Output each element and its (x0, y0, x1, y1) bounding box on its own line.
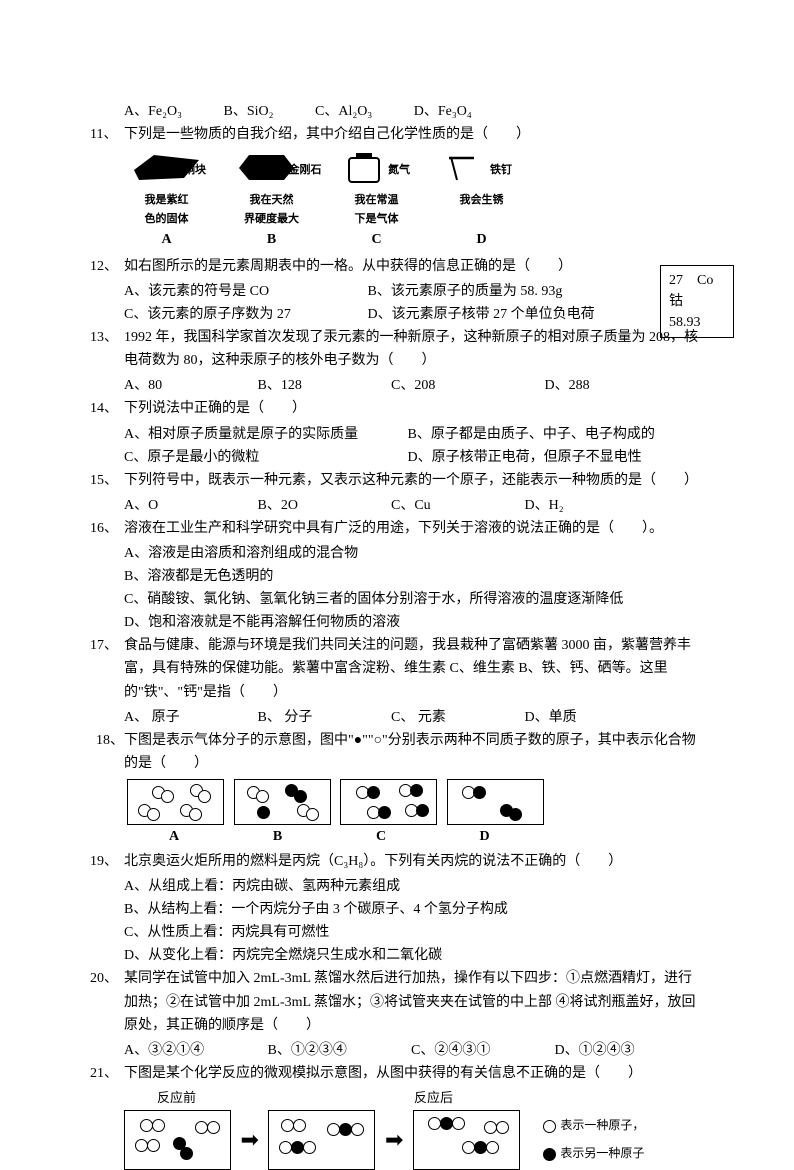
legend: 表示一种原子， 表示另一种原子 (543, 1116, 644, 1164)
q18: 18、 下图是表示气体分子的示意图，图中"●""○"分别表示两种不同质子数的原子… (90, 729, 704, 775)
q11-item-a: 铜块 我是紫红 色的固体 A (124, 150, 209, 251)
q12: 12、 如右图所示的是元素周期表中的一格。从中获得的信息正确的是（ ） (90, 255, 704, 278)
question-text: 下图是表示气体分子的示意图，图中"●""○"分别表示两种不同质子数的原子，其中表… (124, 729, 704, 775)
q20-choices: A、③②①④ B、①②③④ C、②④③① D、①②④③ (90, 1039, 704, 1062)
q14-choices: A、相对原子质量就是原子的实际质量 B、原子都是由质子、中子、电子构成的 C、原… (90, 423, 704, 469)
question-number: 11、 (90, 123, 124, 146)
question-text: 下列是一些物质的自我介绍，其中介绍自己化学性质的是（ ） (124, 123, 530, 146)
q11-diagram: 铜块 我是紫红 色的固体 A 金刚石 我在天然 界硬度最大 B 氮气 我在常温 … (90, 150, 704, 251)
question-number: 12、 (90, 255, 124, 278)
question-number: 18、 (90, 729, 124, 752)
q15-choices: A、O B、2O C、Cu D、H₂ (90, 494, 704, 517)
arrow-icon: ➡ (385, 1122, 403, 1158)
q19-choices: A、从组成上看：丙烷由碳、氢两种元素组成 B、从结构上看：一个丙烷分子由 3 个… (90, 875, 704, 967)
q21: 21、 下图是某个化学反应的微观模拟示意图，从图中获得的有关信息不正确的是（ ） (90, 1062, 704, 1085)
question-number: 14、 (90, 397, 124, 420)
q19: 19、 北京奥运火炬所用的燃料是丙烷（C₃H₈）。下列有关丙烷的说法不正确的（ … (90, 850, 704, 873)
q18-box-d (447, 779, 544, 825)
question-text: 下列符号中，既表示一种元素，又表示这种元素的一个原子，还能表示一种物质的是（ ） (124, 469, 698, 492)
q17: 17、 食品与健康、能源与环境是我们共同关注的问题，我县栽种了富硒紫薯 3000… (90, 634, 704, 703)
q12-choices: A、该元素的符号是 CO B、该元素原子的质量为 58. 93g C、该元素的原… (90, 280, 704, 326)
question-text: 下图是某个化学反应的微观模拟示意图，从图中获得的有关信息不正确的是（ ） (124, 1062, 642, 1085)
question-number: 16、 (90, 517, 124, 540)
question-text: 某同学在试管中加入 2mL-3mL 蒸馏水然后进行加热，操作有以下四步：①点燃酒… (124, 967, 704, 1036)
choice-b: B、SiO₂ (223, 100, 273, 123)
q16: 16、 溶液在工业生产和科学研究中具有广泛的用途，下列关于溶液的说法正确的是（ … (90, 517, 704, 540)
q13-choices: A、80 B、128 C、208 D、288 (90, 374, 704, 397)
question-number: 13、 (90, 326, 124, 349)
react-mid (268, 1110, 375, 1170)
choice-c: C、Al₂O₃ (315, 100, 372, 123)
q16-choices: A、溶液是由溶质和溶剂组成的混合物 B、溶液都是无色透明的 C、硝酸铵、氯化钠、… (90, 542, 704, 634)
react-before (124, 1110, 231, 1170)
q17-choices: A、 原子 B、 分子 C、 元素 D、单质 (90, 706, 704, 729)
question-number: 15、 (90, 469, 124, 492)
question-number: 19、 (90, 850, 124, 873)
choice-a: A、Fe₂O₃ (124, 100, 182, 123)
choice-d: D、Fe₃O₄ (414, 100, 472, 123)
q20: 20、 某同学在试管中加入 2mL-3mL 蒸馏水然后进行加热，操作有以下四步：… (90, 967, 704, 1036)
q11: 11、 下列是一些物质的自我介绍，其中介绍自己化学性质的是（ ） (90, 123, 704, 146)
question-text: 溶液在工业生产和科学研究中具有广泛的用途，下列关于溶液的说法正确的是（ ）。 (124, 517, 663, 540)
q15: 15、 下列符号中，既表示一种元素，又表示这种元素的一个原子，还能表示一种物质的… (90, 469, 704, 492)
periodic-element-box: 27 Co 钴 58.93 (660, 265, 734, 338)
q18-box-c (340, 779, 437, 825)
question-text: 1992 年，我国科学家首次发现了汞元素的一种新原子，这种新原子的相对原子质量为… (124, 326, 704, 372)
react-after (413, 1110, 520, 1170)
question-text: 食品与健康、能源与环境是我们共同关注的问题，我县栽种了富硒紫薯 3000 亩，紫… (124, 634, 704, 703)
question-text: 如右图所示的是元素周期表中的一格。从中获得的信息正确的是（ ） (124, 255, 572, 278)
question-text: 北京奥运火炬所用的燃料是丙烷（C₃H₈）。下列有关丙烷的说法不正确的（ ） (124, 850, 622, 873)
arrow-icon: ➡ (241, 1122, 259, 1158)
q11-item-c: 氮气 我在常温 下是气体 C (334, 150, 419, 251)
question-number: 17、 (90, 634, 124, 657)
q18-box-b (234, 779, 331, 825)
q21-diagram: 反应前 反应后 ➡ ➡ 表示一种原子， 表示另一种原子 (90, 1087, 704, 1170)
q11-item-b: 金刚石 我在天然 界硬度最大 B (229, 150, 314, 251)
q18-box-a (127, 779, 224, 825)
q14: 14、 下列说法中正确的是（ ） (90, 397, 704, 420)
question-number: 20、 (90, 967, 124, 990)
q18-diagram: A B C D (90, 779, 704, 848)
q10-choices: A、Fe₂O₃ B、SiO₂ C、Al₂O₃ D、Fe₃O₄ (90, 100, 704, 123)
q11-item-d: 铁钉 我会生锈 D (439, 150, 524, 251)
question-number: 21、 (90, 1062, 124, 1085)
question-text: 下列说法中正确的是（ ） (124, 397, 306, 420)
q13: 13、 1992 年，我国科学家首次发现了汞元素的一种新原子，这种新原子的相对原… (90, 326, 704, 372)
